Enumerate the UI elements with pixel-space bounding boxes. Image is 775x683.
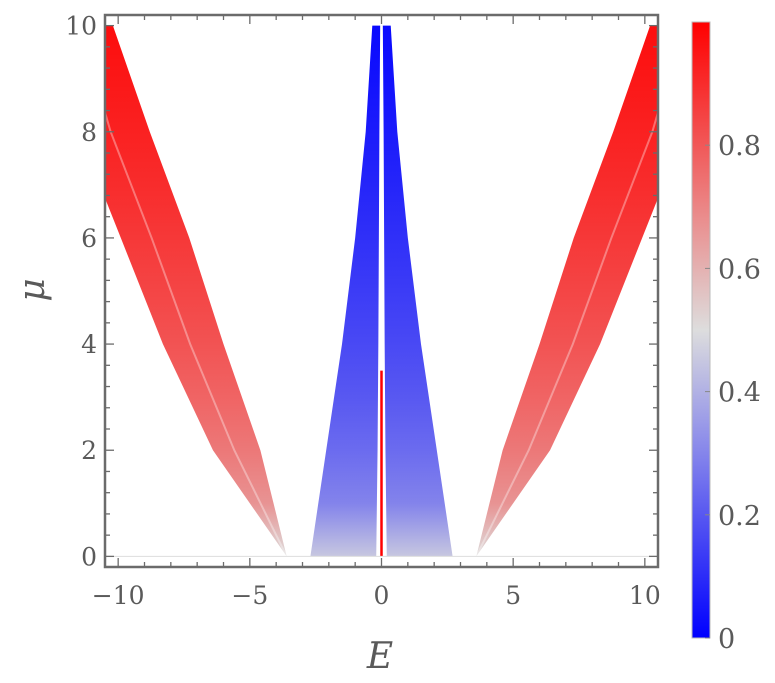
x-axis-label: E [366,636,393,677]
colorbar-tick-label: 0.2 [718,501,761,532]
x-tick-label: 10 [629,581,661,610]
y-tick-label: 2 [81,436,97,465]
colorbar-tick-label: 0.4 [718,378,761,409]
colorbar-tick-label: 0 [718,624,735,655]
y-axis-label: μ [12,278,53,301]
x-tick-label: 0 [374,581,390,610]
colorbar-tick-label: 0.6 [718,254,761,285]
y-tick-label: 4 [81,330,97,359]
y-tick-label: 0 [81,542,97,571]
x-tick-label: −5 [231,581,268,610]
axis-ticks [105,15,658,567]
band-inner-left [310,25,381,557]
x-tick-label: 5 [505,581,521,610]
y-tick-label: 10 [65,12,97,41]
band-outer-left [105,25,287,557]
colorbar-tick-label: 0.8 [718,131,761,162]
x-tick-label: −10 [92,581,145,610]
band-inner-right [382,25,453,557]
plot-area [105,15,658,567]
colorbar: 0 0.2 0.4 0.6 0.8 [691,21,761,655]
y-tick-label: 6 [81,224,97,253]
tick-labels: −10 −5 0 5 10 0 2 4 6 8 10 [65,12,661,610]
y-tick-label: 8 [81,118,97,147]
colorbar-strip [691,21,711,639]
band-outer-right [476,25,658,557]
